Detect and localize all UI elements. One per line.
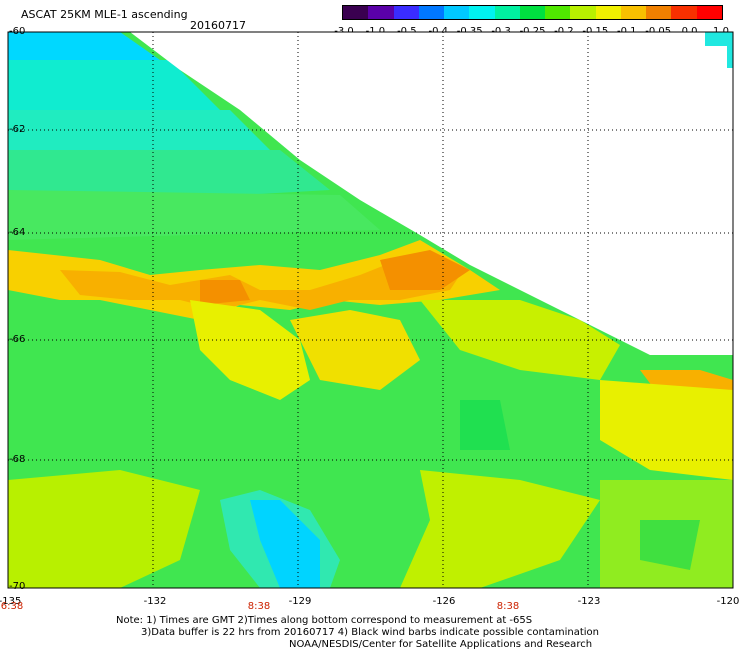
color-scale-segment <box>469 6 495 19</box>
color-scale-segment <box>418 6 445 19</box>
note-line-3: NOAA/NESDIS/Center for Satellite Applica… <box>289 639 593 650</box>
note-line-2: 3)Data buffer is 22 hrs from 20160717 4)… <box>141 627 599 638</box>
color-scale-segment <box>494 6 520 19</box>
time-label: 8:38 <box>496 601 520 612</box>
lon-label: -126 <box>432 596 456 607</box>
color-scale-segment <box>646 6 672 19</box>
color-scale-segment <box>519 6 546 19</box>
color-scale-segment <box>620 6 647 19</box>
color-scale-segment <box>444 6 470 19</box>
lat-label: -66 <box>9 334 26 345</box>
product-title: ASCAT 25KM MLE-1 ascending <box>21 8 188 21</box>
color-scale-segment <box>343 6 369 19</box>
time-label: 8:38 <box>247 601 271 612</box>
color-scale-segment <box>570 6 596 19</box>
map-data-field <box>8 32 733 588</box>
lat-label: -68 <box>9 454 26 465</box>
lon-label: -135 <box>0 596 22 607</box>
color-scale-segment <box>696 6 722 19</box>
color-scale-segment <box>545 6 571 19</box>
time-label: 6:38 <box>0 601 24 612</box>
lon-label: -120 <box>716 596 740 607</box>
graticule <box>8 32 733 588</box>
color-scale-segment <box>393 6 419 19</box>
color-scale-segment <box>595 6 621 19</box>
lon-label: -132 <box>143 596 167 607</box>
color-scale-segment <box>368 6 394 19</box>
color-scale-segment <box>671 6 697 19</box>
lat-label: -64 <box>9 227 26 238</box>
color-scale-bar <box>342 5 723 20</box>
lat-label: -60 <box>9 26 26 37</box>
lon-label: -129 <box>288 596 312 607</box>
lat-label: -70 <box>9 581 26 592</box>
product-date: 20160717 <box>190 19 246 32</box>
lon-label: -123 <box>577 596 601 607</box>
lat-label: -62 <box>9 124 26 135</box>
note-line-1: Note: 1) Times are GMT 2)Times along bot… <box>116 615 533 626</box>
